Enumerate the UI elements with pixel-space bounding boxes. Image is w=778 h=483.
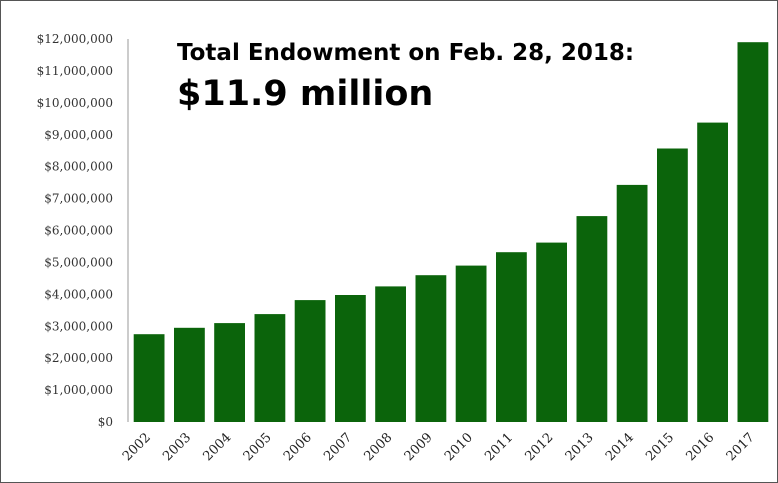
- y-tick-label: $0: [98, 415, 113, 429]
- bar-2013: [576, 216, 608, 422]
- x-tick-label: 2012: [522, 430, 556, 464]
- y-tick-label: $5,000,000: [44, 255, 113, 269]
- bar-2011: [496, 252, 527, 422]
- bar-2004: [214, 323, 245, 422]
- x-tick-label: 2010: [442, 430, 476, 464]
- y-tick-label: $12,000,000: [37, 32, 113, 46]
- x-tick-label: 2006: [281, 430, 315, 464]
- y-tick-label: $1,000,000: [44, 383, 113, 397]
- chart-title: Total Endowment on Feb. 28, 2018:: [177, 40, 634, 66]
- x-tick-label: 2007: [321, 430, 355, 464]
- bar-2006: [294, 300, 326, 422]
- y-axis: $0 $1,000,000 $2,000,000 $3,000,000 $4,000,0…: [37, 32, 113, 429]
- bar-2008: [375, 286, 406, 422]
- y-tick-label: $9,000,000: [44, 128, 113, 142]
- x-tick-label: 2005: [241, 430, 275, 464]
- chart-subtitle: $11.9 million: [177, 74, 433, 114]
- y-tick-label: $8,000,000: [44, 160, 113, 174]
- bar-2017: [737, 42, 769, 422]
- y-tick-label: $3,000,000: [44, 319, 113, 333]
- y-tick-label: $6,000,000: [44, 224, 113, 238]
- bars: [133, 42, 769, 422]
- x-tick-label: 2011: [482, 430, 516, 464]
- bar-2005: [254, 314, 286, 422]
- x-tick-label: 2003: [160, 430, 194, 464]
- x-tick-label: 2002: [120, 430, 154, 464]
- bar-2009: [415, 275, 447, 422]
- bar-2007: [335, 295, 366, 422]
- bar-2012: [536, 242, 567, 422]
- bar-2015: [657, 148, 688, 422]
- bar-2014: [616, 184, 648, 422]
- x-tick-label: 2017: [724, 430, 758, 464]
- x-axis: 2002 2003 2004 2005 2006 2007 2008 2009 2010 2011…: [120, 430, 758, 464]
- x-tick-label: 2015: [643, 430, 677, 464]
- bar-2003: [174, 327, 205, 422]
- bar-2016: [697, 122, 728, 422]
- x-tick-label: 2004: [200, 430, 234, 464]
- bar-2010: [455, 265, 487, 422]
- y-tick-label: $4,000,000: [44, 287, 113, 301]
- x-tick-label: 2014: [603, 430, 637, 464]
- y-tick-label: $2,000,000: [44, 351, 113, 365]
- bar-2002: [133, 334, 165, 422]
- y-tick-label: $11,000,000: [37, 64, 113, 78]
- x-tick-label: 2009: [402, 430, 436, 464]
- x-tick-label: 2013: [563, 430, 597, 464]
- y-tick-label: $7,000,000: [44, 192, 113, 206]
- x-tick-label: 2008: [361, 430, 395, 464]
- x-tick-label: 2016: [683, 430, 717, 464]
- y-tick-label: $10,000,000: [37, 96, 113, 110]
